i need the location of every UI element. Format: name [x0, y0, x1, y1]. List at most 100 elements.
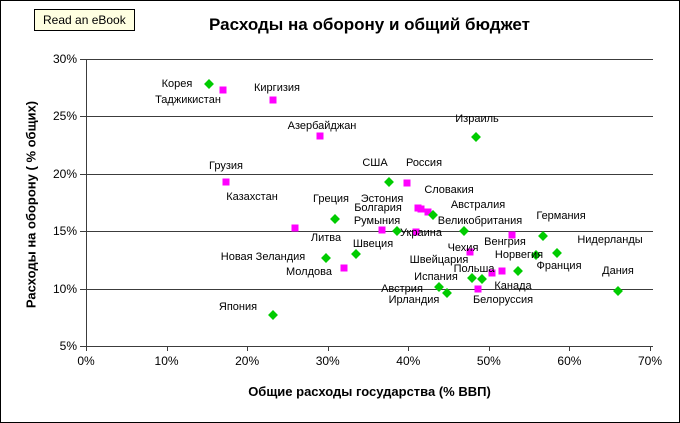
data-point-label: Ирландия: [388, 294, 440, 306]
data-point-marker-diamond: [512, 266, 523, 277]
y-gridline: [86, 116, 653, 118]
data-point-marker-diamond: [350, 249, 361, 260]
data-point-marker-square: [316, 132, 324, 140]
data-point-marker-square: [412, 228, 420, 236]
y-axis-line: [86, 59, 87, 350]
y-gridline: [86, 288, 653, 290]
data-point-label: Япония: [218, 301, 258, 313]
data-point-marker-square: [222, 178, 230, 186]
x-axis-tick: [650, 346, 651, 351]
data-point-label: Швеция: [352, 238, 394, 250]
data-point-marker-diamond: [537, 230, 548, 241]
x-axis-tick-label: 50%: [476, 354, 501, 368]
data-point-marker-square: [378, 226, 386, 234]
data-point-label: Киргизия: [254, 82, 300, 94]
read-an-ebook-button[interactable]: Read an eBook: [34, 9, 135, 31]
data-point-marker-diamond: [551, 248, 562, 258]
y-axis-tick-label: 10%: [52, 281, 77, 296]
data-point-label: Россия: [405, 157, 443, 169]
data-point-label: Казахстан: [226, 191, 278, 203]
data-point-marker-diamond: [330, 213, 340, 224]
y-axis-tick: [80, 59, 86, 60]
data-point-label: Чехия: [447, 242, 479, 254]
data-point-label: США: [362, 157, 388, 169]
y-axis-tick-label: 5%: [59, 339, 77, 353]
data-point-marker-square: [417, 205, 425, 213]
data-point-label: Эстония: [360, 193, 404, 205]
data-point-marker-diamond: [428, 210, 439, 221]
data-point-label: Таджикистан: [155, 94, 221, 106]
y-gridline: [86, 59, 653, 60]
data-point-label: Новая Зеландия: [220, 251, 306, 263]
data-point-marker-square: [508, 231, 516, 239]
x-axis-title: Общие расходы государства (% ВВП): [248, 384, 491, 399]
data-point-marker-diamond: [204, 79, 215, 90]
data-point-label: Великобритания: [437, 215, 523, 227]
data-point-marker-square: [340, 264, 348, 272]
data-point-label: Австрия: [381, 283, 423, 295]
data-point-label: Украина: [400, 227, 442, 239]
data-point-marker-diamond: [267, 310, 278, 320]
x-axis-tick-label: 30%: [315, 354, 340, 368]
y-gridline: [86, 173, 653, 175]
x-axis-tick: [86, 346, 87, 351]
data-point-marker-diamond: [442, 288, 452, 299]
data-point-marker-square: [466, 248, 474, 256]
data-point-label: Греция: [313, 193, 349, 205]
data-point-marker-square: [291, 224, 299, 232]
data-point-label: Канада: [494, 280, 532, 292]
y-axis-tick: [80, 173, 86, 175]
y-gridline: [86, 231, 653, 233]
data-point-marker-square: [488, 269, 496, 277]
data-point-label: Литва: [310, 232, 342, 244]
data-point-marker-diamond: [458, 226, 469, 237]
x-axis-tick-label: 70%: [637, 354, 663, 368]
data-point-label: Болгария: [354, 202, 402, 214]
data-point-marker-diamond: [477, 274, 488, 285]
data-point-label: Польша: [453, 263, 495, 275]
data-point-label: Германия: [536, 210, 586, 222]
data-point-label: Азербайджан: [287, 120, 357, 132]
data-point-label: Нидерланды: [577, 234, 643, 246]
y-axis-title: Расходы на оборону ( % общих): [23, 100, 39, 309]
data-point-label: Дания: [602, 265, 634, 277]
y-axis-tick-label: 20%: [52, 166, 77, 181]
x-axis-tick: [569, 346, 571, 351]
data-point-label: Швейцария: [409, 254, 469, 266]
data-point-marker-square: [269, 96, 277, 104]
y-axis-tick-label: 25%: [52, 109, 77, 124]
data-point-marker-diamond: [383, 176, 394, 187]
data-point-label: Франция: [536, 260, 582, 272]
data-point-label: Австралия: [450, 199, 506, 211]
data-point-marker-diamond: [321, 252, 332, 263]
data-point-marker-square: [403, 179, 411, 187]
data-point-label: Венгрия: [484, 236, 526, 248]
x-axis-line: [86, 346, 653, 347]
x-axis-tick: [166, 346, 168, 351]
x-axis-tick: [327, 346, 329, 351]
data-point-label: Молдова: [286, 266, 332, 278]
data-point-marker-square: [219, 86, 227, 94]
data-point-marker-square: [424, 208, 432, 216]
data-point-label: Румыния: [353, 215, 401, 227]
y-axis-tick: [80, 116, 86, 118]
y-axis-tick: [80, 288, 86, 290]
y-axis-tick: [80, 346, 86, 347]
x-axis-tick-label: 10%: [154, 354, 179, 368]
data-point-label: Норвегия: [494, 249, 544, 261]
x-axis-tick: [488, 346, 490, 351]
x-axis-tick: [408, 346, 410, 351]
chart-title: Расходы на оборону и общий бюджет: [209, 15, 530, 34]
x-axis-tick-label: 40%: [396, 354, 421, 368]
data-point-marker-square: [498, 267, 506, 275]
x-axis-tick-label: 0%: [77, 354, 95, 368]
data-point-label: Словакия: [424, 184, 474, 196]
data-point-marker-square: [474, 285, 482, 293]
x-axis-tick-label: 60%: [557, 354, 582, 368]
data-point-label: Испания: [414, 271, 458, 283]
x-axis-tick-label: 20%: [235, 354, 260, 368]
y-axis-tick-label: 30%: [52, 52, 77, 66]
data-point-marker-diamond: [471, 132, 481, 143]
data-point-label: Израиль: [455, 113, 499, 125]
